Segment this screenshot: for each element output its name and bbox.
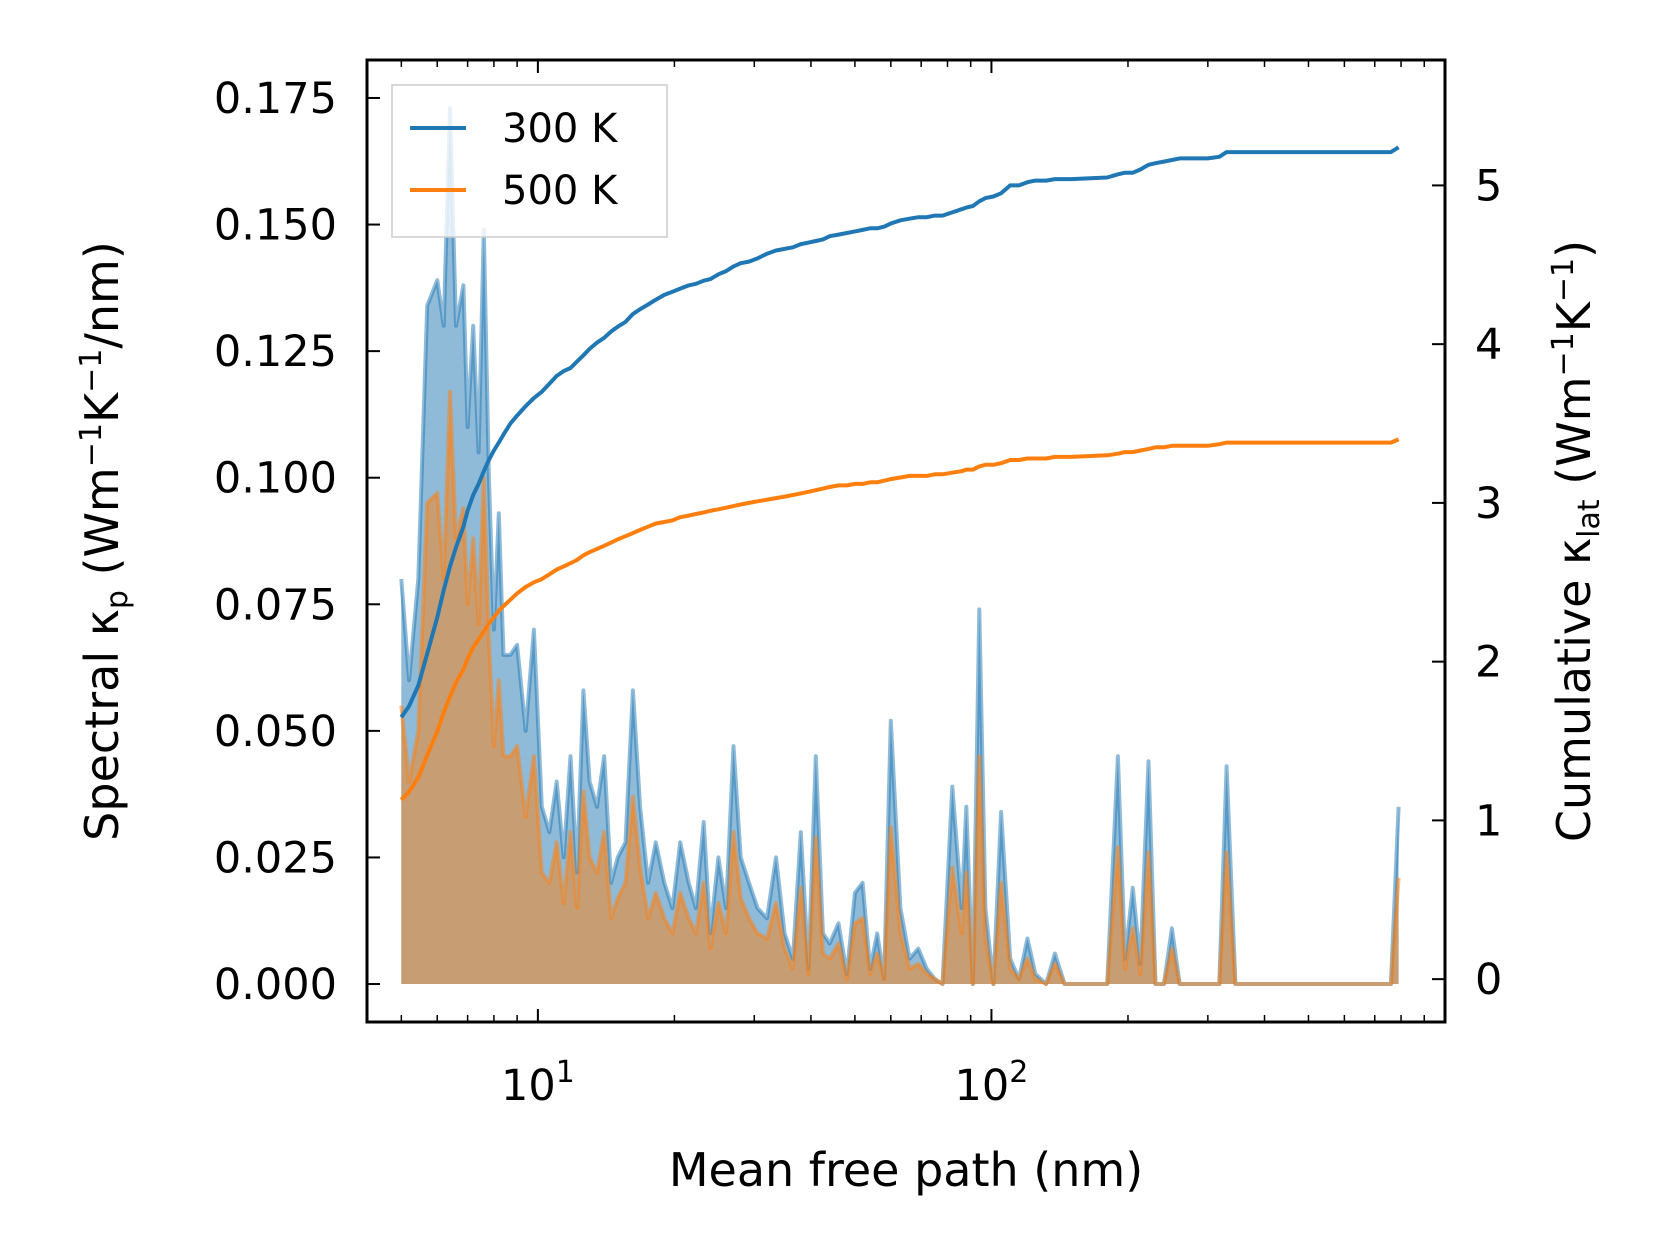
legend: 300 K 500 K xyxy=(391,84,668,238)
y-right-tick-label: 4 xyxy=(1475,320,1502,370)
y-left-tick-label: 0.000 xyxy=(214,960,337,1010)
y-right-tick-label: 3 xyxy=(1475,479,1502,529)
y-right-tick-label: 0 xyxy=(1475,955,1502,1005)
x-axis-label: Mean free path (nm) xyxy=(669,1143,1143,1197)
y-right-tick-label: 2 xyxy=(1475,638,1502,688)
legend-box xyxy=(391,84,668,238)
cumulative-lines xyxy=(399,145,1400,802)
y-axis-label-left: Spectral κp (Wm−1K−1/nm) xyxy=(74,241,135,841)
legend-label-500k: 500 K xyxy=(502,168,619,214)
y-axis-label-right: Cumulative κlat (Wm−1K−1) xyxy=(1546,240,1607,842)
cumulative-line-300k xyxy=(399,145,1400,719)
legend-label-300k: 300 K xyxy=(502,106,619,152)
spectral-outline-300k xyxy=(399,106,1401,986)
y-left-tick-label: 0.025 xyxy=(214,833,337,883)
y-left-tick-label: 0.075 xyxy=(214,580,337,630)
y-left-tick-label: 0.050 xyxy=(214,707,337,757)
y-right-tick-label: 5 xyxy=(1475,161,1502,211)
plot-frame xyxy=(365,58,1447,1024)
y-left-tick-label: 0.125 xyxy=(214,327,337,377)
spectral-area-500k xyxy=(401,391,1399,985)
y-left-tick-label: 0.100 xyxy=(214,454,337,504)
y-left-tick-label: 0.150 xyxy=(214,201,337,251)
cumulative-line-500k xyxy=(399,437,1400,802)
axis-ticks: 0.000 0.025 0.050 0.075 0.100 0.125 0.150 0.175… xyxy=(214,60,1502,1111)
y-right-tick-label: 1 xyxy=(1475,796,1502,846)
x-tick-label: 102 xyxy=(955,1055,1029,1111)
spectral-outline-500k xyxy=(399,389,1401,986)
y-left-tick-label: 0.175 xyxy=(214,74,337,124)
spectral-areas xyxy=(399,106,1401,986)
x-tick-label: 101 xyxy=(501,1055,575,1111)
spectral-area-300k xyxy=(401,108,1399,985)
